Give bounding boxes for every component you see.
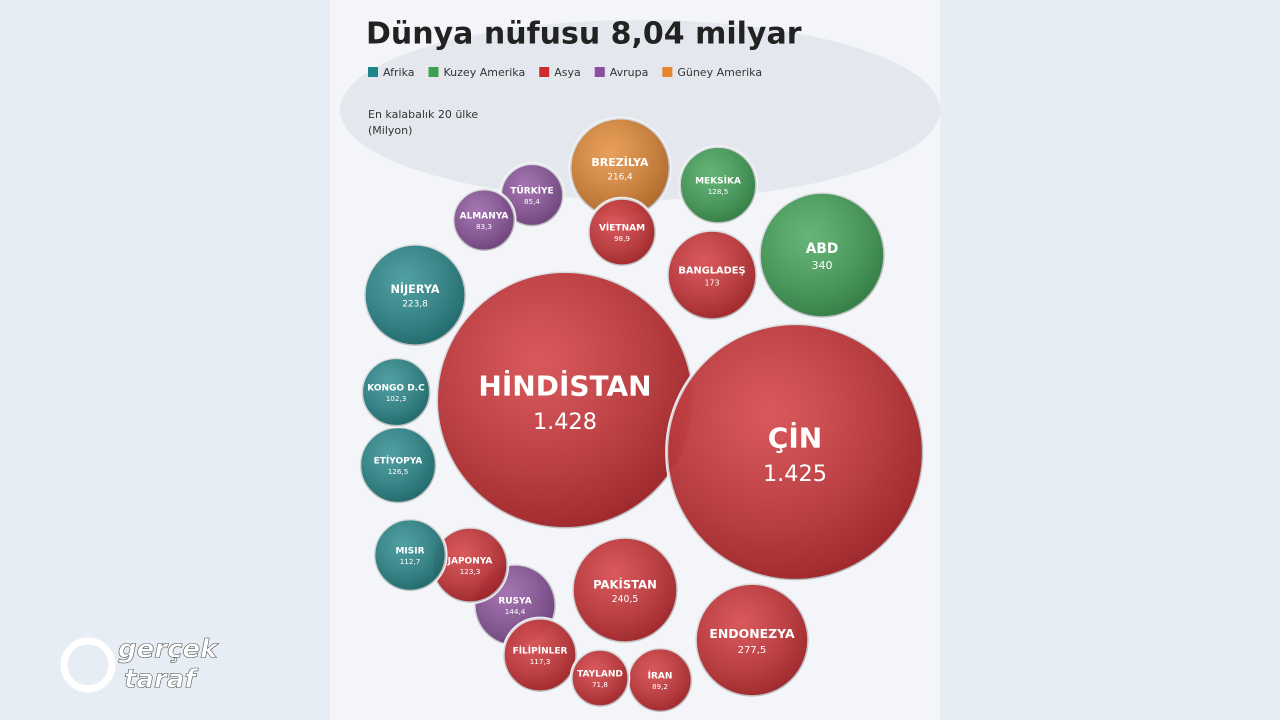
country-value: 102,3 [386,394,407,403]
legend-swatch [594,67,605,77]
cell-shade [500,163,564,227]
country-name: BANGLADEŞ [678,266,745,277]
country-value: 216,4 [607,172,633,182]
country-value: 1.428 [533,409,597,435]
country-value: 126,5 [388,467,409,476]
cell-shade [571,649,629,707]
country-name: BREZİLYA [591,155,649,169]
subtitle: En kalabalık 20 ülke [368,108,478,121]
country-name: RUSYA [498,596,531,606]
country-name: NİJERYA [390,282,439,296]
legend: Afrika Kuzey Amerika Asya Avrupa Güney Ameri… [368,66,762,79]
country-name: PAKİSTAN [593,576,657,591]
country-value: 277,5 [738,645,767,656]
country-value: 71,8 [592,680,608,689]
legend-label: Güney Amerika [677,66,762,79]
country-value: 223,8 [402,299,428,309]
legend-swatch [539,67,550,77]
legend-label: Avrupa [610,66,649,79]
country-name: VİETNAM [599,222,645,233]
cell-shade [588,198,656,266]
cell-shade [569,117,671,219]
subtitle: (Milyon) [368,124,412,137]
country-value: 123,3 [460,567,481,576]
country-name: TÜRKİYE [510,185,553,196]
watermark-text: gerçek [118,635,219,665]
country-name: İRAN [648,670,673,681]
cells: HİNDİSTAN 1.428 ÇİN 1.425 ABD 340 ENDONEZYA 277… [358,116,925,714]
country-value: 240,5 [612,594,639,605]
logo [60,637,116,693]
cell-shade [666,323,924,581]
cell-shade [667,230,757,320]
country-name: KONGO D.C [367,383,425,393]
cell-shade [361,357,431,427]
cell-shade [364,244,466,346]
country-name: MISIR [395,546,424,556]
watermark-text: taraf [124,665,199,695]
country-name: ALMANYA [460,211,509,221]
legend-swatch [662,67,673,77]
legend-label: Asya [554,66,581,79]
cell-shade [572,537,678,643]
country-value: 340 [811,259,832,272]
country-value: 1.425 [763,461,827,487]
legend-label: Afrika [383,66,415,79]
country-name: HİNDİSTAN [478,368,651,402]
country-name: FİLİPİNLER [513,645,568,656]
legend-swatch [368,67,378,77]
legend-label: Kuzey Amerika [444,66,526,79]
country-name: MEKSİKA [695,175,741,186]
country-value: 112,7 [400,557,421,566]
watermark: gerçek taraf [60,634,219,695]
country-value: 128,5 [708,187,729,196]
cell-shade [373,518,447,592]
country-value: 173 [704,278,719,287]
cell-shade [503,618,577,692]
country-name: TAYLAND [577,669,623,679]
cell-shade [627,647,693,713]
cell-shade [436,271,694,529]
country-name: ETİYOPYA [374,455,423,466]
country-name: ENDONEZYA [709,626,795,641]
cell-shade [759,192,885,318]
country-name: JAPONYA [447,556,493,566]
country-value: 98,9 [614,234,630,243]
country-value: 117,3 [530,657,551,666]
country-name: ABD [806,241,839,257]
cell-shade [452,188,516,252]
chart-title: Dünya nüfusu 8,04 milyar [366,17,802,52]
legend-swatch [428,67,439,77]
map-shadow [340,20,940,200]
cell-shade [679,146,757,224]
country-value: 144,4 [505,607,526,616]
country-name: ÇİN [768,420,822,454]
country-value: 83,3 [476,222,492,231]
cell-shade [359,426,437,504]
country-value: 89,2 [652,682,668,691]
cell-shade [695,583,809,697]
cell-shade [432,527,508,603]
country-value: 85,4 [524,197,540,206]
